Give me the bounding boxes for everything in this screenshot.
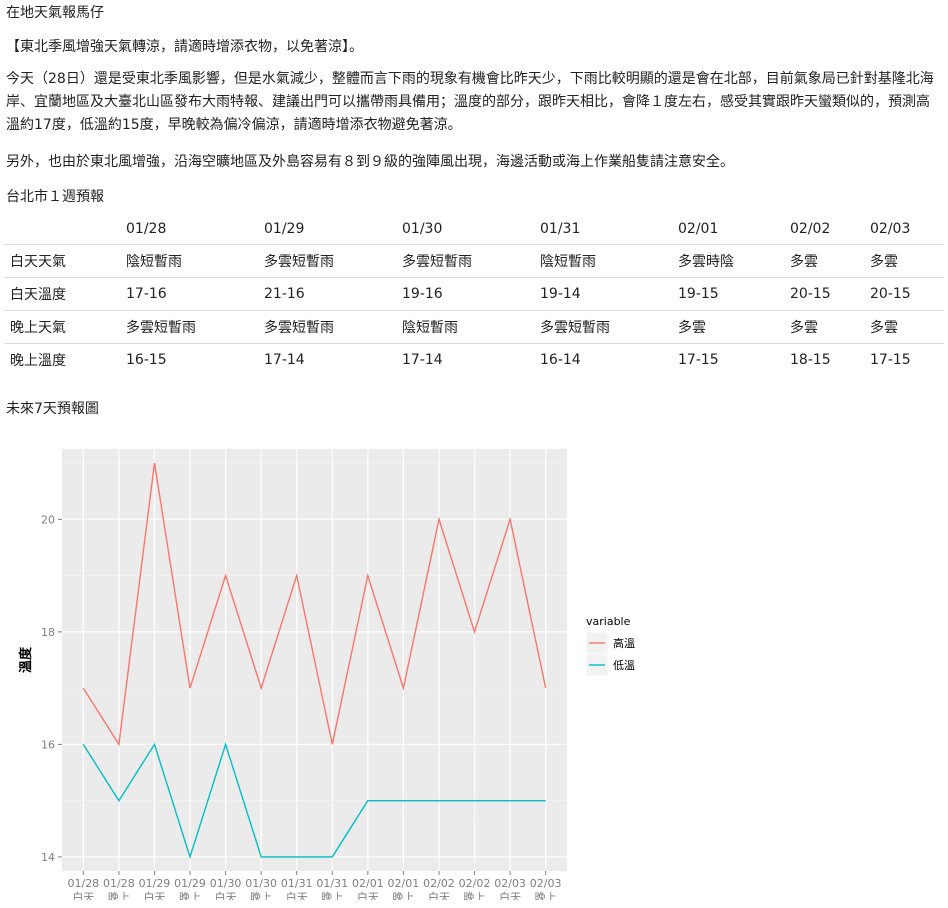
date-header: 01/29 [264,221,305,237]
table-cell: 20-15 [864,277,944,311]
table-row: 白天天氣 陰短暫雨 多雲短暫雨 多雲短暫雨 陰短暫雨 多雲時陰 多雲 多雲 [4,244,944,278]
table-cell: 17-14 [258,343,396,376]
x-tick-label: 01/29 [174,877,206,890]
table-cell: 19-15 [672,277,784,311]
table-row: 晚上溫度 16-15 17-14 17-14 16-14 17-15 18-15… [4,343,944,376]
table-cell: 多雲短暫雨 [258,244,396,278]
table-corner [4,214,120,245]
x-tick-label: 02/03 [494,877,526,890]
date-header: 01/31 [540,221,581,237]
paragraph-wind: 另外，也由於東北風增強，沿海空曠地區及外島容易有８到９級的強陣風出現，海邊活動或… [6,154,734,170]
table-cell: 19-16 [396,277,534,311]
x-tick-label: 晚上 [108,891,130,900]
table-cell: 陰短暫雨 [534,244,672,278]
x-tick-label: 白天 [72,890,94,900]
x-tick-label: 01/28 [67,877,99,890]
x-tick-label: 白天 [357,890,379,900]
date-header: 02/02 [790,221,831,237]
x-tick-label: 01/29 [139,877,171,890]
table-cell: 17-16 [120,277,258,311]
table-cell: 多雲短暫雨 [120,310,258,344]
table-title: 台北市１週預報 [6,189,104,205]
x-tick-label: 01/28 [103,877,135,890]
table-cell: 多雲短暫雨 [534,310,672,344]
x-tick-label: 01/30 [245,877,277,890]
x-tick-label: 白天 [499,890,521,900]
y-tick-label: 18 [41,626,55,639]
x-tick-label: 01/30 [210,877,242,890]
table-cell: 多雲 [864,310,944,344]
x-tick-label: 晚上 [535,891,557,900]
table-cell: 17-14 [396,343,534,376]
legend-label: 低溫 [613,658,635,672]
table-cell: 多雲 [864,244,944,278]
row-label: 白天天氣 [4,244,120,278]
row-label: 白天溫度 [4,277,120,311]
legend-label: 高溫 [613,636,635,650]
table-cell: 多雲短暫雨 [396,244,534,278]
x-tick-label: 晚上 [392,891,414,900]
x-tick-label: 白天 [286,890,308,900]
temperature-line-chart: 1416182001/28白天01/28晚上01/29白天01/29晚上01/3… [18,449,635,900]
page-title: 在地天氣報馬仔 [6,5,104,21]
y-tick-label: 20 [41,513,55,526]
table-cell: 陰短暫雨 [396,310,534,344]
table-cell: 19-14 [534,277,672,311]
table-header-row: 01/28 01/29 01/30 01/31 02/01 02/02 02/0… [4,214,944,245]
row-label: 晚上溫度 [4,343,120,376]
table-cell: 多雲 [784,310,864,344]
headline: 【東北季風增強天氣轉涼，請適時增添衣物，以免著涼】。 [6,39,363,55]
x-tick-label: 晚上 [179,891,201,900]
x-tick-label: 晚上 [464,891,486,900]
table-cell: 17-15 [864,343,944,376]
date-header: 01/30 [402,221,443,237]
x-tick-label: 晚上 [321,891,343,900]
x-tick-label: 02/02 [423,877,455,890]
x-tick-label: 02/01 [352,877,384,890]
row-label: 晚上天氣 [4,310,120,344]
x-tick-label: 白天 [143,890,165,900]
table-cell: 陰短暫雨 [120,244,258,278]
table-cell: 18-15 [784,343,864,376]
chart-title: 未來7天預報圖 [6,401,99,417]
table-cell: 17-15 [672,343,784,376]
x-tick-label: 晚上 [250,891,272,900]
paragraph-forecast: 今天（28日）還是受東北季風影響，但是水氣減少，整體而言下雨的現象有機會比昨天少… [6,71,934,133]
table-cell: 多雲短暫雨 [258,310,396,344]
forecast-table: 01/28 01/29 01/30 01/31 02/01 02/02 02/0… [4,214,944,376]
table-row: 晚上天氣 多雲短暫雨 多雲短暫雨 陰短暫雨 多雲短暫雨 多雲 多雲 多雲 [4,310,944,344]
x-tick-label: 02/03 [530,877,562,890]
x-tick-label: 02/01 [388,877,420,890]
x-tick-label: 01/31 [281,877,313,890]
y-axis-title: 溫度 [18,646,34,673]
series-line-高溫 [82,462,547,747]
x-tick-label: 白天 [215,890,237,900]
table-cell: 20-15 [784,277,864,311]
y-tick-label: 14 [41,851,55,864]
table-cell: 多雲 [784,244,864,278]
table-cell: 21-16 [258,277,396,311]
series-line-低溫 [82,742,546,860]
date-header: 02/03 [870,221,911,237]
table-cell: 多雲 [672,310,784,344]
date-header: 01/28 [126,221,167,237]
x-tick-label: 02/02 [459,877,491,890]
table-row: 白天溫度 17-16 21-16 19-16 19-14 19-15 20-15… [4,277,944,311]
y-tick-label: 16 [41,738,55,751]
table-cell: 16-15 [120,343,258,376]
legend-title: variable [586,615,631,628]
date-header: 02/01 [678,221,719,237]
table-cell: 多雲時陰 [672,244,784,278]
x-tick-label: 01/31 [316,877,348,890]
x-tick-label: 白天 [428,890,450,900]
table-cell: 16-14 [534,343,672,376]
